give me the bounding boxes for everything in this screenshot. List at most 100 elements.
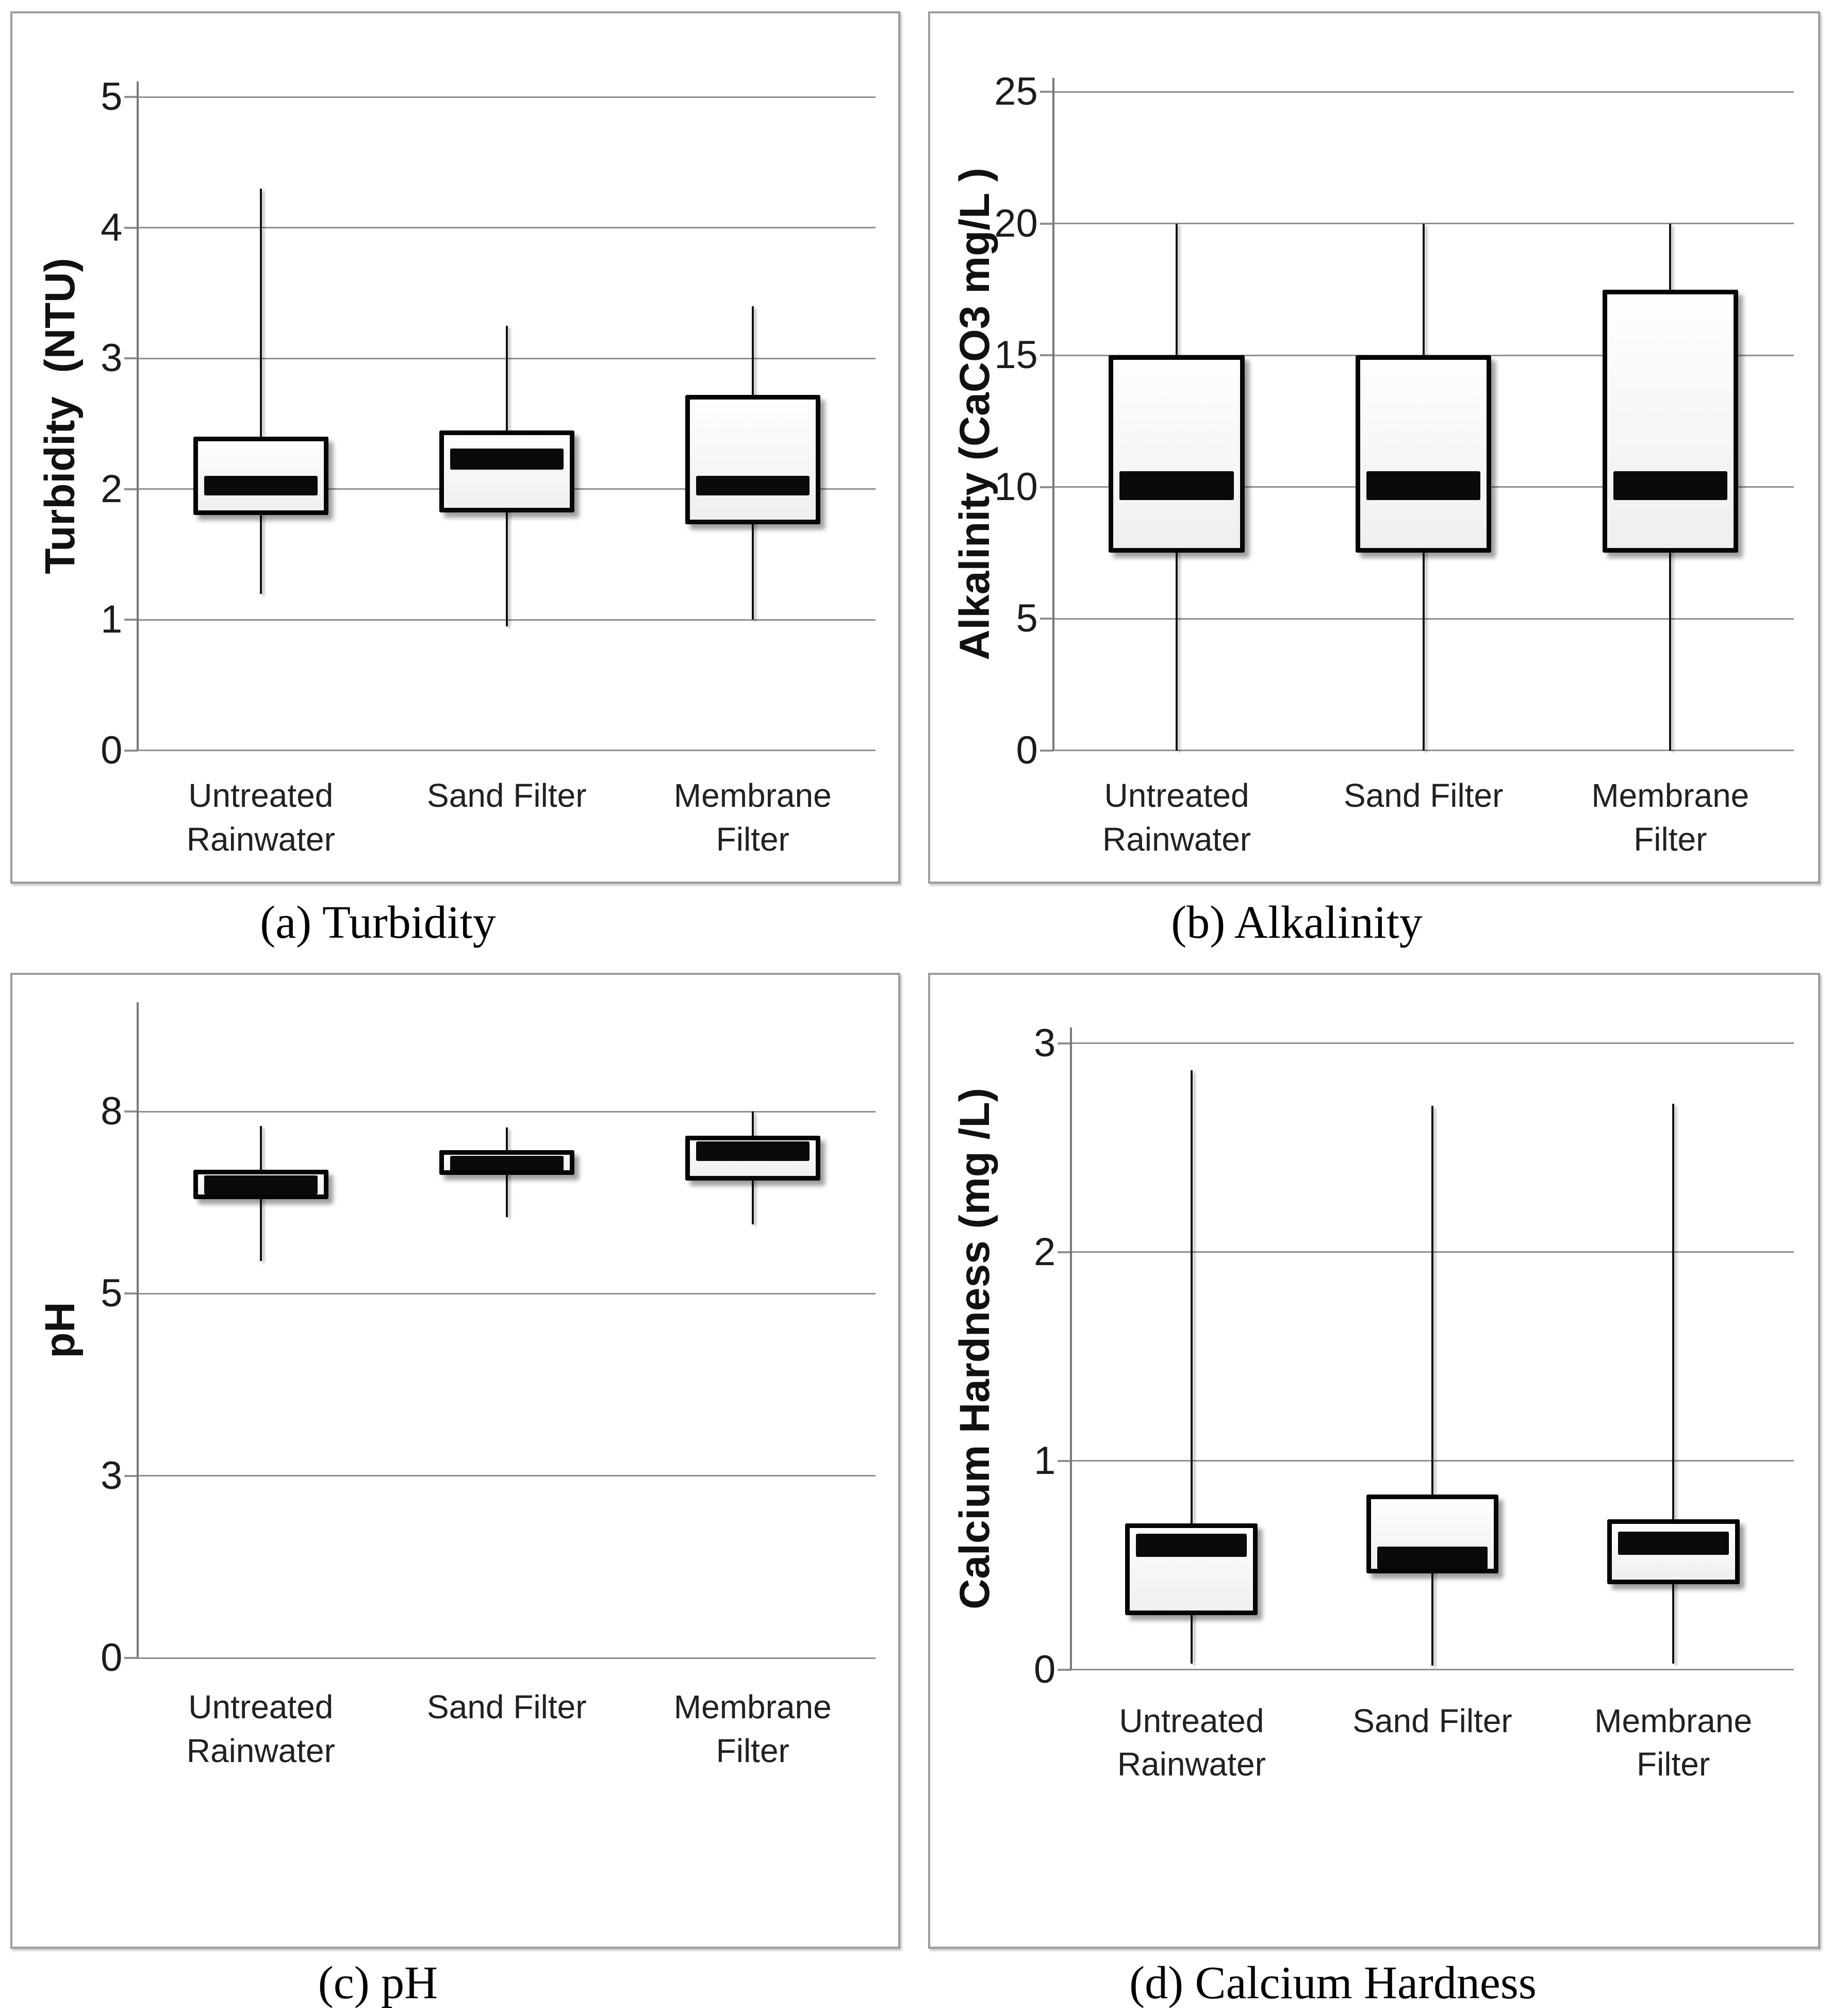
category-label: Sand Filter	[1352, 1702, 1512, 1739]
y-tick-label: 3	[1034, 1021, 1056, 1065]
whisker	[1431, 1106, 1433, 1666]
gridline	[138, 1292, 876, 1295]
y-tick-mark	[1040, 354, 1053, 357]
y-tick-label: 20	[994, 201, 1038, 245]
y-tick-label: 1	[1034, 1438, 1056, 1483]
median-bar	[1119, 471, 1234, 501]
plot-area: 0 5 10 15 20 25 Alkalinity (CaCO3 mg/L ) Untrea…	[930, 13, 1818, 882]
y-tick-label: 0	[1034, 1647, 1056, 1691]
panel-alkalinity: 0 5 10 15 20 25 Alkalinity (CaCO3 mg/L ) Untrea…	[928, 11, 1820, 884]
y-axis-title: pH	[37, 1302, 84, 1358]
gridline	[1053, 750, 1794, 752]
category-label: Membrane Filter	[1591, 777, 1750, 858]
category-label: Untreated Rainwater	[186, 1688, 335, 1769]
category-label: Untreated Rainwater	[186, 777, 335, 858]
whisker	[1672, 1103, 1675, 1664]
median-bar	[696, 476, 810, 496]
median-bar	[450, 449, 564, 470]
y-tick-label: 0	[1016, 728, 1038, 772]
median-bar	[1613, 471, 1727, 501]
box	[685, 395, 820, 525]
y-tick-label: 8	[101, 1089, 123, 1134]
gridline	[138, 1657, 876, 1659]
category-label: Untreated Rainwater	[1102, 777, 1251, 858]
y-tick-label: 1	[101, 598, 123, 642]
plot-area: 0 1 2 3 Calcium Hardness (mg /L) Untreated Ra…	[930, 975, 1818, 1947]
panel-turbidity: 0 1 2 3 4 5 Turbidity (NTU) Untreated Rainwater…	[10, 11, 900, 884]
box	[1125, 1523, 1258, 1616]
y-tick-mark	[124, 226, 138, 229]
y-tick-label: 10	[994, 464, 1038, 509]
y-tick-mark	[1040, 486, 1053, 488]
box	[439, 1150, 574, 1175]
y-tick-mark	[124, 357, 138, 360]
y-tick-mark	[124, 749, 138, 752]
caption-alkalinity: (b) Alkalinity	[1171, 897, 1423, 948]
box	[193, 1170, 328, 1199]
gridline	[1053, 91, 1794, 93]
gridline	[138, 750, 876, 752]
category-label: Membrane Filter	[673, 1688, 832, 1769]
gridline	[138, 227, 876, 229]
box	[1602, 289, 1738, 553]
y-tick-label: 4	[101, 205, 123, 250]
panel-ph: 0 3 5 8 pH Untreated Rainwater Sand Filter Memb…	[10, 973, 900, 1949]
y-tick-label: 0	[101, 1636, 123, 1680]
y-tick-label: 3	[101, 1453, 123, 1498]
category-label: Sand Filter	[427, 1688, 587, 1726]
gridline	[138, 1110, 876, 1113]
caption-ph: (c) pH	[318, 1957, 438, 2008]
y-tick-label: 25	[994, 70, 1038, 114]
y-axis-line	[137, 81, 139, 751]
y-tick-mark	[124, 619, 138, 621]
category-label: Membrane Filter	[673, 777, 832, 858]
y-tick-label: 0	[101, 728, 123, 772]
caption-calcium-hardness: (d) Calcium Hardness	[1129, 1957, 1537, 2008]
y-axis-title: Turbidity (NTU)	[37, 258, 84, 574]
median-bar	[204, 476, 318, 496]
y-tick-mark	[1040, 749, 1053, 752]
gridline	[138, 1475, 876, 1477]
y-axis-title: Alkalinity (CaCO3 mg/L )	[951, 168, 998, 661]
box	[1356, 355, 1492, 553]
median-bar	[1377, 1546, 1488, 1569]
y-tick-mark	[1058, 1459, 1071, 1462]
y-tick-label: 5	[101, 75, 123, 119]
y-tick-mark	[1040, 222, 1053, 225]
box	[685, 1135, 820, 1181]
box	[1366, 1494, 1499, 1574]
y-tick-mark	[1058, 1042, 1071, 1044]
y-tick-mark	[124, 1474, 138, 1477]
plot-area: 0 1 2 3 4 5 Turbidity (NTU) Untreated Rainwater…	[12, 13, 898, 882]
y-tick-mark	[1058, 1251, 1071, 1253]
category-label: Membrane Filter	[1594, 1702, 1753, 1783]
box	[1607, 1519, 1740, 1584]
category-label: Sand Filter	[427, 777, 587, 815]
y-tick-mark	[124, 96, 138, 98]
median-bar	[696, 1141, 810, 1161]
y-tick-mark	[1040, 91, 1053, 93]
y-axis-line	[1052, 78, 1054, 751]
gridline	[1071, 1042, 1794, 1044]
y-tick-mark	[124, 1292, 138, 1295]
y-tick-label: 5	[101, 1271, 123, 1316]
plot-area: 0 3 5 8 pH Untreated Rainwater Sand Filter Memb…	[12, 975, 898, 1947]
whisker	[1190, 1070, 1193, 1664]
y-axis-line	[1070, 1027, 1072, 1670]
y-axis-line	[137, 1002, 139, 1658]
box	[439, 430, 574, 513]
box	[1109, 355, 1245, 553]
category-label: Sand Filter	[1343, 777, 1504, 815]
y-tick-mark	[124, 1110, 138, 1113]
median-bar	[1618, 1532, 1729, 1555]
gridline	[1071, 1669, 1794, 1671]
y-tick-mark	[1040, 618, 1053, 620]
gridline	[138, 96, 876, 98]
median-bar	[1366, 471, 1481, 501]
y-tick-label: 15	[994, 333, 1038, 377]
box	[193, 437, 328, 516]
median-bar	[450, 1155, 564, 1170]
median-bar	[1136, 1534, 1247, 1557]
y-tick-mark	[124, 488, 138, 490]
